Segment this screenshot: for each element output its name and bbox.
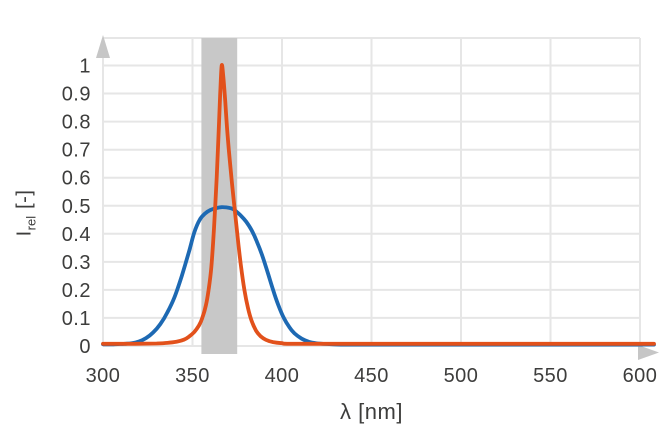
ylabel-symbol: I xyxy=(13,230,36,237)
x-tick-label: 550 xyxy=(533,365,568,387)
y-tick-label: 0.4 xyxy=(62,224,91,246)
y-tick-label: 0.1 xyxy=(62,308,91,330)
y-tick-label: 0.5 xyxy=(62,196,91,218)
y-tick-label: 0 xyxy=(79,336,91,358)
blue-curve xyxy=(101,205,656,347)
ylabel-unit: [-] xyxy=(13,189,36,209)
y-tick-label: 1 xyxy=(79,56,91,78)
ylabel-subscript: rel xyxy=(23,215,39,231)
x-tick-label: 450 xyxy=(354,365,389,387)
orange-curve xyxy=(101,63,656,346)
y-tick-label: 0.8 xyxy=(62,112,91,134)
x-axis-arrow xyxy=(638,345,659,360)
x-tick-label: 350 xyxy=(175,365,210,387)
y-tick-label: 0.2 xyxy=(62,280,91,302)
y-tick-label: 0.3 xyxy=(62,252,91,274)
x-tick-label: 300 xyxy=(86,365,121,387)
x-tick-label: 500 xyxy=(444,365,479,387)
y-tick-label: 0.9 xyxy=(62,84,91,106)
y-tick-label: 0.6 xyxy=(62,168,91,190)
y-axis-arrow xyxy=(96,35,110,58)
x-axis-label: λ [nm] xyxy=(340,399,403,424)
y-tick-label: 0.7 xyxy=(62,140,91,162)
y-axis-label: Irel [-] xyxy=(14,190,39,237)
x-tick-label: 400 xyxy=(265,365,300,387)
x-tick-label: 600 xyxy=(623,365,658,387)
